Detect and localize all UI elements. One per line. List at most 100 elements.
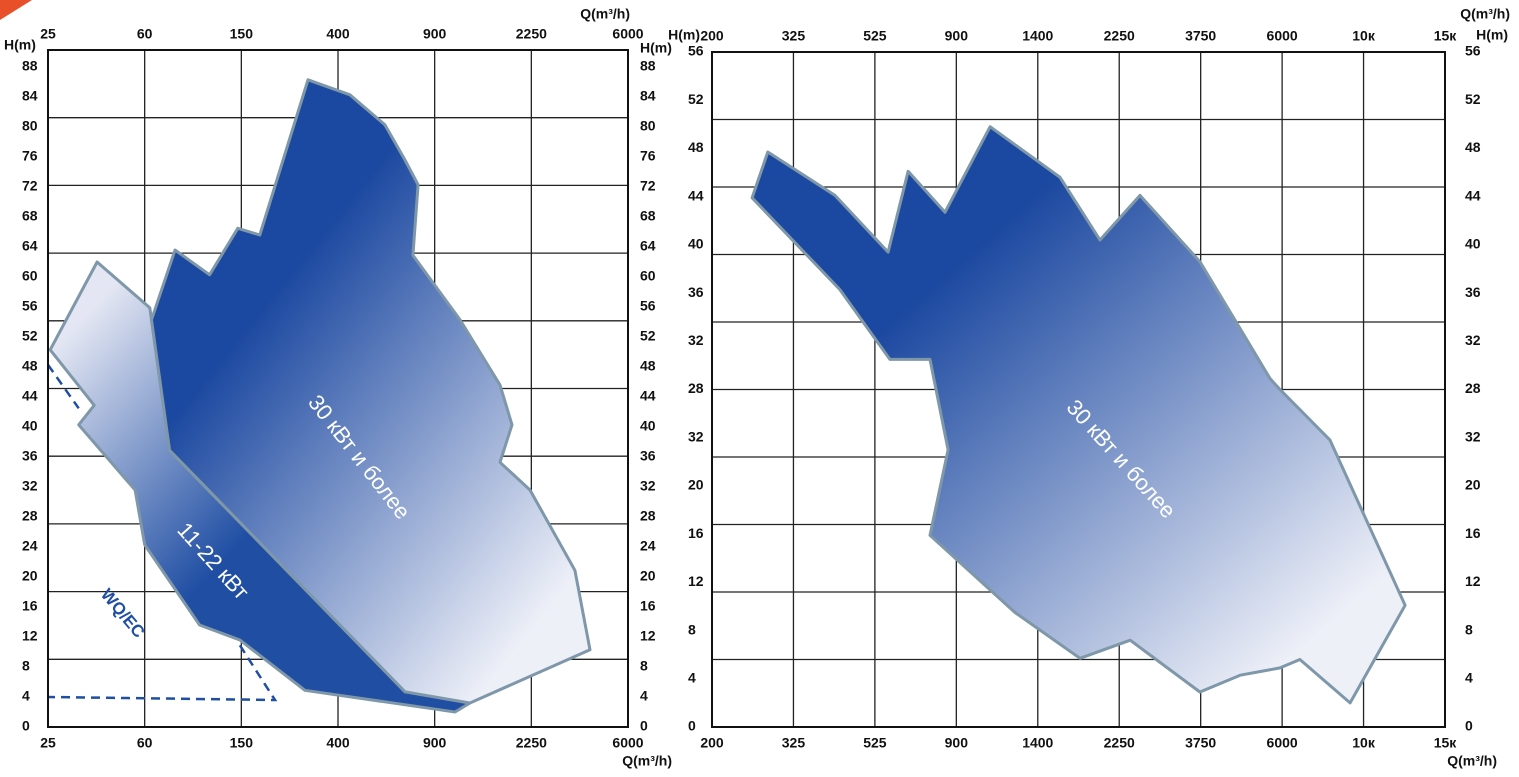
y-tick-label: 88 [22, 58, 38, 74]
y-tick-label: 36 [688, 284, 704, 300]
y-tick-label: 20 [22, 568, 38, 584]
y-tick-label-right: 0 [1465, 718, 1473, 734]
y-tick-label: 32 [688, 332, 704, 348]
y-tick-label: 72 [22, 178, 38, 194]
x-tick-label: 60 [137, 735, 153, 751]
x-tick-label: 10к [1352, 735, 1376, 751]
x-axis-title: Q(m³/h) [1460, 6, 1510, 22]
y-tick-label: 36 [22, 448, 38, 464]
y-tick-label: 32 [688, 428, 704, 444]
y-tick-label: 44 [688, 187, 704, 203]
y-tick-label: 48 [22, 358, 38, 374]
y-tick-label-right: 20 [640, 568, 656, 584]
y-tick-label-right: 68 [640, 208, 656, 224]
y-tick-label: 0 [22, 718, 30, 734]
y-tick-label: 52 [688, 91, 704, 107]
y-tick-label: 8 [688, 621, 696, 637]
region [150, 78, 592, 705]
x-tick-label-top: 525 [863, 28, 887, 44]
x-tick-label-top: 25 [40, 26, 56, 42]
y-tick-label-right: 28 [1465, 380, 1481, 396]
y-tick-label-right: 4 [1465, 669, 1473, 685]
y-tick-label: 28 [22, 508, 38, 524]
y-tick-label: 64 [22, 238, 38, 254]
y-tick-label: 56 [22, 298, 38, 314]
y-tick-label: 12 [688, 573, 704, 589]
x-tick-label: 25 [40, 735, 56, 751]
x-tick-label: 900 [945, 735, 969, 751]
x-tick-label-top: 6000 [1267, 28, 1298, 44]
series-label: WQ/EC [97, 585, 149, 641]
chart-panel: 2002003253255255259009001400140022502250… [668, 6, 1510, 769]
y-tick-label-right: 28 [640, 508, 656, 524]
y-tick-label-right: 32 [1465, 332, 1481, 348]
y-tick-label-right: 52 [1465, 91, 1481, 107]
y-tick-label: 80 [22, 118, 38, 134]
y-tick-label-right: 56 [640, 298, 656, 314]
y-axis-title: H(m) [1476, 27, 1508, 43]
x-tick-label: 3750 [1185, 735, 1216, 751]
y-tick-label: 24 [22, 538, 38, 554]
y-tick-label: 52 [22, 328, 38, 344]
y-tick-label-right: 0 [640, 718, 648, 734]
y-tick-label-right: 52 [640, 328, 656, 344]
y-tick-label: 84 [22, 88, 38, 104]
y-tick-label-right: 40 [1465, 236, 1481, 252]
chart-panel: 2525606015015040040090090022502250600060… [4, 6, 672, 769]
x-tick-label: 15к [1434, 735, 1458, 751]
y-tick-label: 40 [688, 236, 704, 252]
y-tick-label-right: 8 [640, 658, 648, 674]
y-tick-label-right: 88 [640, 58, 656, 74]
y-tick-label-right: 60 [640, 268, 656, 284]
y-axis-title: H(m) [4, 37, 36, 53]
y-tick-label-right: 48 [640, 358, 656, 374]
y-tick-label-right: 36 [1465, 284, 1481, 300]
y-tick-label: 56 [688, 43, 704, 59]
x-tick-label-top: 60 [137, 26, 153, 42]
y-axis-title: H(m) [668, 27, 700, 43]
y-tick-label: 32 [22, 478, 38, 494]
x-tick-label: 900 [423, 735, 447, 751]
x-tick-label-top: 2250 [516, 26, 547, 42]
x-tick-label-top: 200 [700, 28, 724, 44]
y-tick-label: 60 [22, 268, 38, 284]
y-tick-label: 16 [22, 598, 38, 614]
x-tick-label-top: 3750 [1185, 28, 1216, 44]
y-tick-label: 12 [22, 628, 38, 644]
x-axis-title: Q(m³/h) [1447, 753, 1497, 769]
y-tick-label: 20 [688, 477, 704, 493]
y-tick-label: 4 [688, 669, 696, 685]
corner-decoration [0, 0, 32, 20]
y-tick-label: 48 [688, 139, 704, 155]
y-tick-label-right: 12 [1465, 573, 1481, 589]
y-tick-label-right: 56 [1465, 43, 1481, 59]
y-tick-label-right: 16 [1465, 525, 1481, 541]
y-tick-label-right: 84 [640, 88, 656, 104]
x-tick-label: 150 [230, 735, 254, 751]
y-tick-label: 8 [22, 658, 30, 674]
y-axis-title: H(m) [640, 40, 672, 56]
x-tick-label: 2250 [516, 735, 547, 751]
x-axis-title: Q(m³/h) [580, 6, 630, 22]
x-tick-label: 200 [700, 735, 724, 751]
dashed-line [46, 364, 278, 702]
x-tick-label: 1400 [1022, 735, 1053, 751]
y-tick-label-right: 32 [1465, 428, 1481, 444]
x-tick-label-top: 900 [423, 26, 447, 42]
y-tick-label: 16 [688, 525, 704, 541]
x-tick-label-top: 15к [1434, 28, 1458, 44]
y-tick-label-right: 76 [640, 148, 656, 164]
x-axis-title: Q(m³/h) [622, 753, 672, 769]
y-tick-label-right: 44 [640, 388, 656, 404]
y-tick-label-right: 8 [1465, 621, 1473, 637]
plot-frame [711, 51, 1446, 728]
y-tick-label-right: 24 [640, 538, 656, 554]
plot-frame [47, 49, 629, 728]
y-tick-label: 28 [688, 380, 704, 396]
x-tick-label-top: 10к [1352, 28, 1376, 44]
x-tick-label: 6000 [612, 735, 643, 751]
y-tick-label: 44 [22, 388, 38, 404]
y-tick-label-right: 44 [1465, 187, 1481, 203]
